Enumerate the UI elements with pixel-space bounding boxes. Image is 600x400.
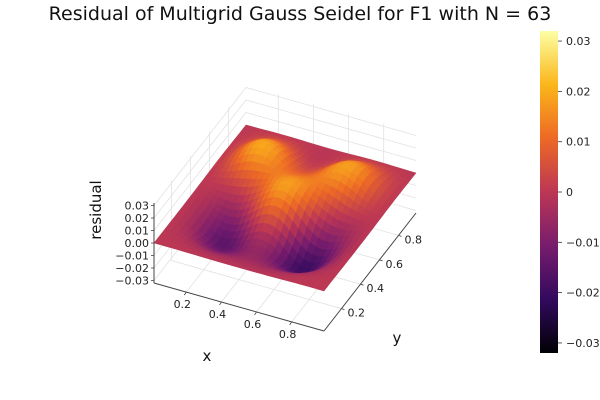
surface-patch [317,285,328,292]
z-axis-label: residual [87,180,105,239]
x-tick-mark [183,291,187,296]
x-axis-label: x [203,347,212,365]
x-tick-label: 0.4 [209,308,227,321]
y-tick-mark [341,308,345,310]
z-grid-line [153,112,417,231]
z-grid-line [153,99,417,219]
y-tick-label: 0.4 [366,282,384,295]
y-tick-mark [360,283,364,286]
colorbar [540,31,558,353]
y-axis-label: y [393,329,402,347]
x-tick-mark [254,311,257,316]
z-grid-line [153,87,417,206]
residual-surface [153,124,417,292]
x-tick-label: 0.6 [244,318,262,331]
colorbar-ticks: 0.03 0.02 0.01 0 −0.01 −0.02 −0.03 [558,35,600,350]
colorbar-tick-label: −0.01 [566,236,600,249]
x-axis-line [153,282,325,332]
colorbar-tick-label: 0.03 [566,35,591,48]
x-tick-mark [289,321,293,326]
x-tick-mark [219,301,222,306]
z-tick-label: 0.00 [125,237,150,250]
y-axis-line [323,212,417,332]
colorbar-tick-label: −0.02 [566,287,600,300]
tick-labels: 0.20.40.60.80.20.40.60.8−0.03−0.02−0.010… [115,200,422,341]
z-tick-label: 0.01 [125,225,150,238]
z-tick-label: −0.03 [115,275,149,288]
y-tick-mark [379,259,383,262]
z-tick-label: 0.03 [125,200,150,213]
z-tick-label: −0.02 [115,262,149,275]
colorbar-tick-label: 0.02 [566,85,591,98]
colorbar-tick-label: 0 [566,186,573,199]
colorbar-tick-label: −0.03 [566,337,600,350]
colorbar-tick-label: 0.01 [566,136,591,149]
y-tick-mark [398,235,402,237]
z-tick-label: −0.01 [115,250,149,263]
y-tick-label: 0.8 [405,233,423,246]
y-tick-label: 0.2 [347,307,365,320]
z-tick-label: 0.02 [125,212,150,225]
x-tick-label: 0.8 [279,328,297,341]
y-tick-label: 0.6 [386,258,404,271]
y-grid-line [171,180,342,309]
x-tick-label: 0.2 [174,298,192,311]
chart-title: Residual of Multigrid Gauss Seidel for F… [48,3,552,25]
